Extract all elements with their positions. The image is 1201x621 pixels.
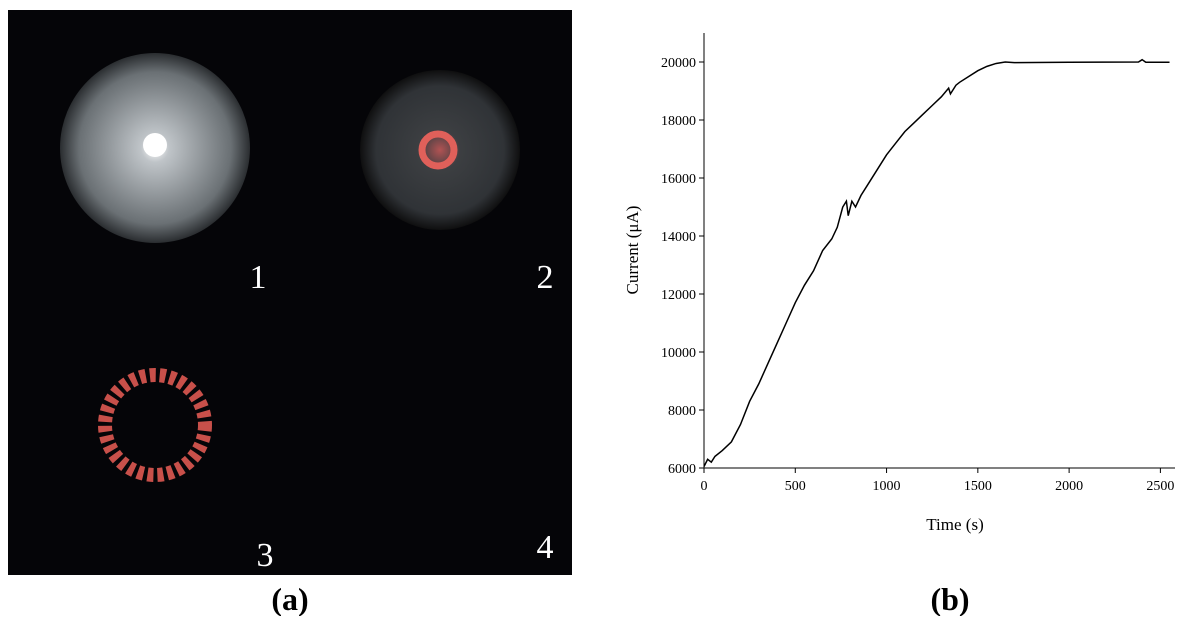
y-tick-label: 20000 <box>661 56 696 71</box>
x-tick-label: 1500 <box>964 479 992 494</box>
light-spot <box>360 70 520 230</box>
light-core <box>143 133 167 157</box>
y-tick-label: 14000 <box>661 230 696 245</box>
photo-label: 1 <box>250 259 267 296</box>
x-tick-label: 0 <box>701 479 708 494</box>
photo-label: 2 <box>537 259 554 296</box>
x-tick-label: 500 <box>785 479 806 494</box>
x-tick-label: 2500 <box>1146 479 1174 494</box>
ring <box>418 130 458 170</box>
x-tick-label: 1000 <box>873 479 901 494</box>
panel-label: (a) <box>271 581 308 616</box>
x-tick-label: 2000 <box>1055 479 1083 494</box>
photo-label: 3 <box>257 537 274 574</box>
y-tick-label: 8000 <box>668 404 696 419</box>
line <box>703 58 1170 467</box>
y-tick-label: 12000 <box>661 288 696 303</box>
photo-label: 4 <box>537 529 554 566</box>
x-axis-label: Time (s) <box>926 515 983 534</box>
y-tick-label: 16000 <box>661 172 696 187</box>
panel-label: (b) <box>930 581 969 616</box>
y-axis-label: Current (μA) <box>623 206 642 295</box>
y-tick-label: 10000 <box>661 346 696 361</box>
y-tick-label: 6000 <box>668 462 696 477</box>
ring <box>98 368 212 482</box>
y-tick-label: 18000 <box>661 114 696 129</box>
